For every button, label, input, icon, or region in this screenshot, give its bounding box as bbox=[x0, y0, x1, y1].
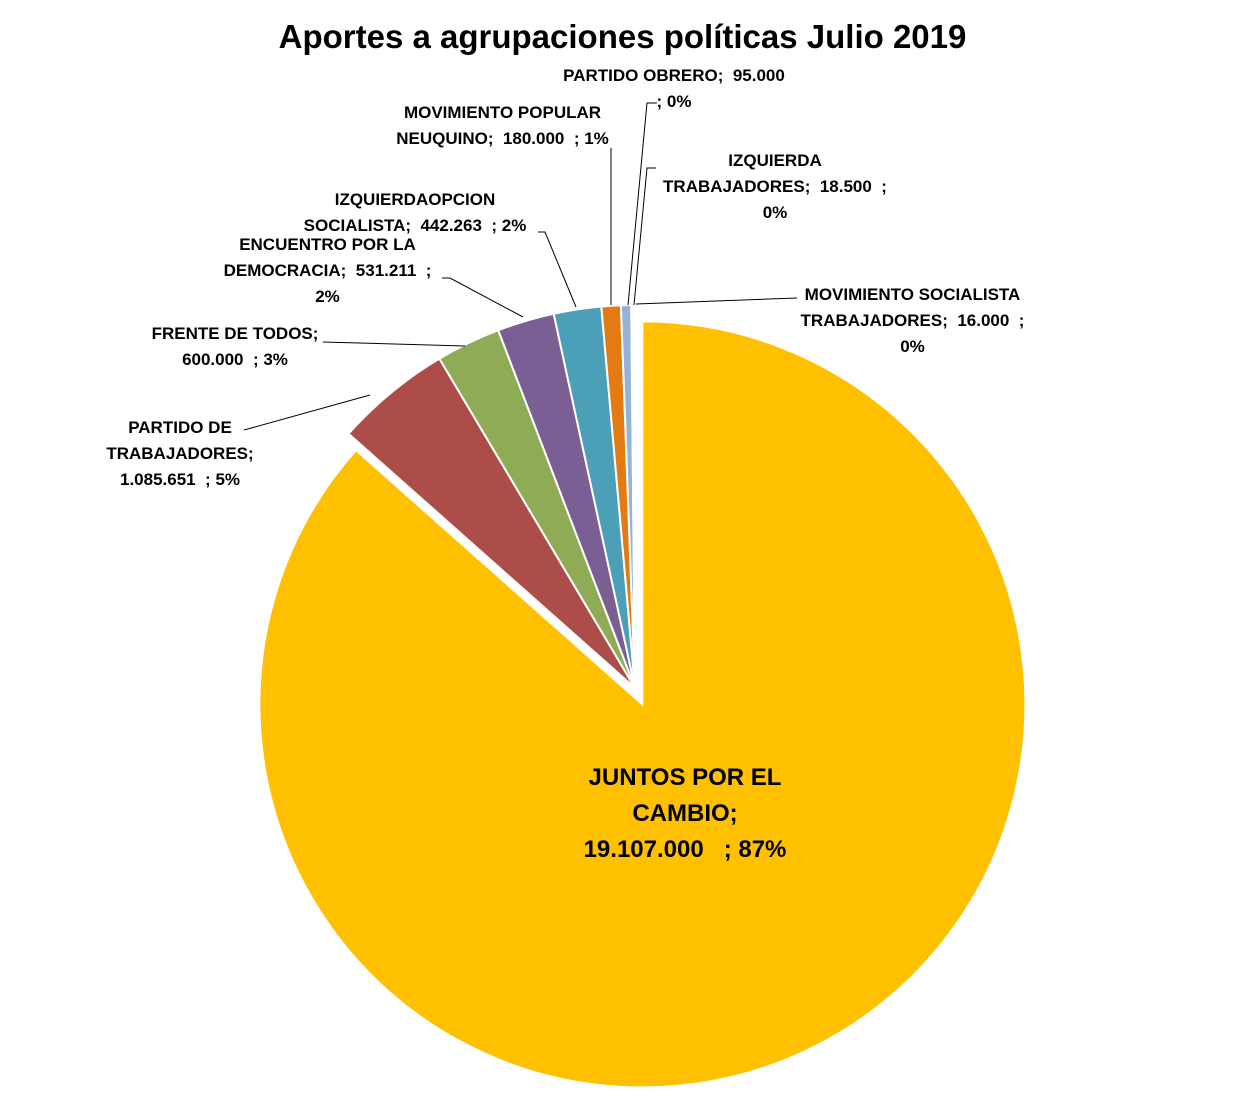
leader-line-partido-obrero bbox=[627, 102, 657, 306]
leader-line-mst bbox=[635, 297, 798, 305]
chart-title: Aportes a agrupaciones políticas Julio 2… bbox=[278, 18, 967, 55]
data-label-partido-trabajadores: PARTIDO DE TRABAJADORES; 1.085.651 ; 5% bbox=[106, 418, 254, 489]
data-label-mst: MOVIMIENTO SOCIALISTA TRABAJADORES; 16.0… bbox=[800, 285, 1025, 356]
leader-line-frente-todos bbox=[322, 341, 466, 347]
data-label-mpn: MOVIMIENTO POPULAR NEUQUINO; 180.000 ; 1… bbox=[396, 103, 609, 148]
data-label-izquierda-opcion: IZQUIERDAOPCION SOCIALISTA; 442.263 ; 2% bbox=[303, 190, 527, 235]
data-label-izquierda-trabajadores: IZQUIERDA TRABAJADORES; 18.500 ; 0% bbox=[663, 151, 887, 222]
leader-line-izquierda-trabajadores bbox=[633, 167, 656, 306]
data-label-partido-obrero: PARTIDO OBRERO; 95.000 ; 0% bbox=[563, 66, 785, 111]
leader-lines bbox=[243, 102, 798, 431]
data-label-frente-todos: FRENTE DE TODOS; 600.000 ; 3% bbox=[151, 324, 319, 369]
pie-slice-juntos-por-el-cambio bbox=[258, 320, 1027, 1089]
leader-line-partido-trabajadores bbox=[243, 394, 371, 431]
leader-line-izquierda-opcion bbox=[538, 231, 577, 308]
leader-line-encuentro bbox=[442, 277, 524, 318]
data-label-juntos: JUNTOS POR EL CAMBIO; 19.107.000 ; 87% bbox=[583, 764, 787, 863]
data-label-encuentro: ENCUENTRO POR LA DEMOCRACIA; 531.211 ; 2… bbox=[223, 235, 432, 306]
